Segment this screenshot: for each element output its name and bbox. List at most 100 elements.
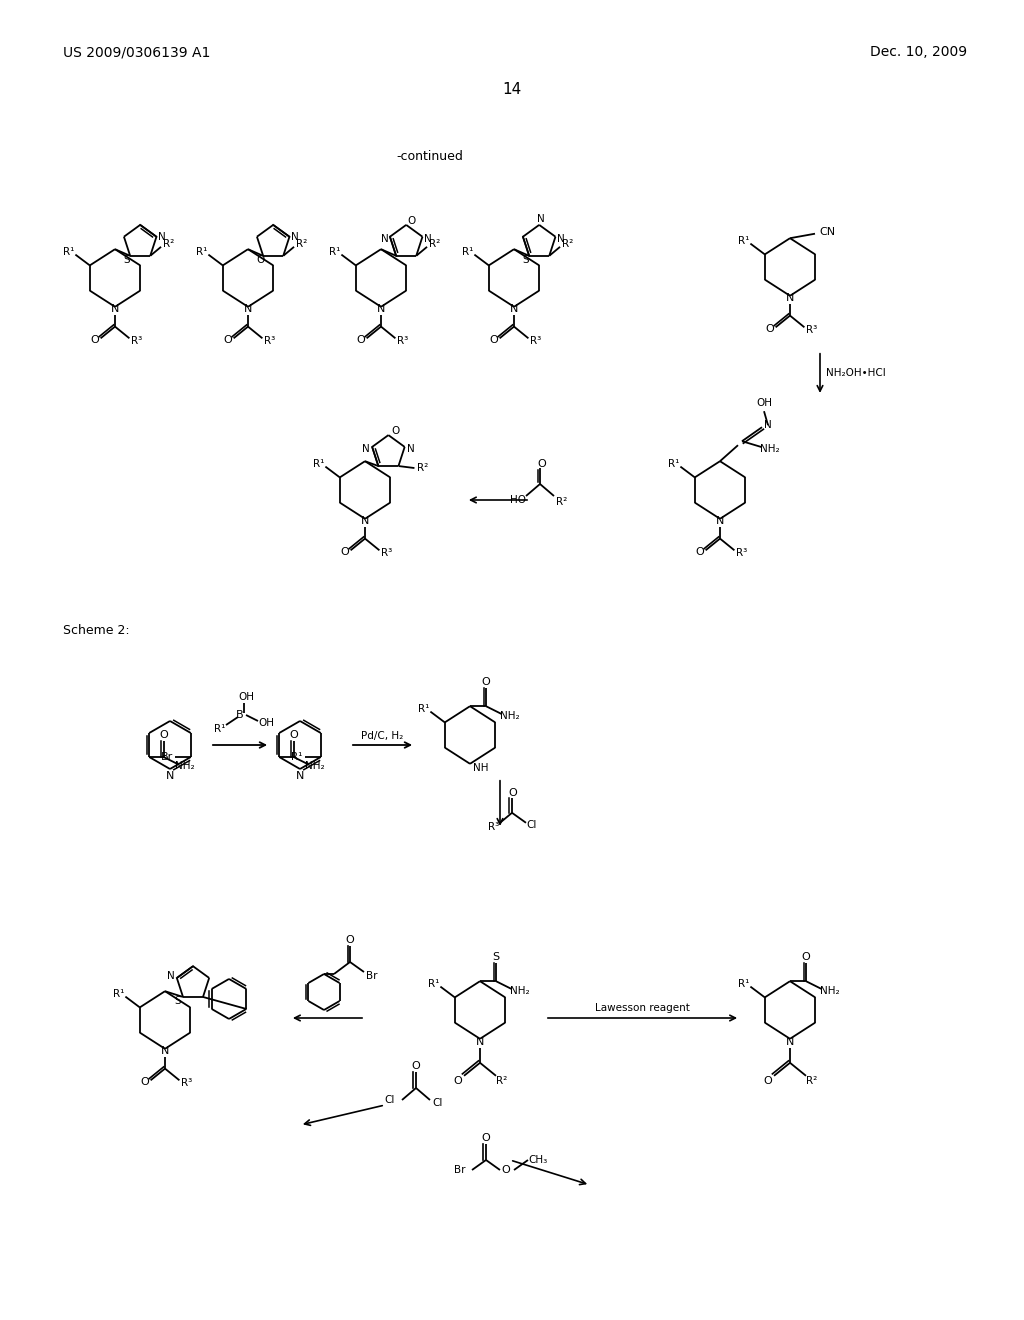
Text: CN: CN	[819, 227, 835, 236]
Text: R²: R²	[163, 239, 174, 249]
Text: N: N	[476, 1036, 484, 1047]
Text: B: B	[237, 710, 244, 719]
Text: N: N	[785, 1036, 795, 1047]
Text: N: N	[785, 293, 795, 302]
Text: N: N	[538, 214, 545, 224]
Text: O: O	[340, 546, 349, 557]
Text: O: O	[508, 788, 517, 797]
Text: O: O	[454, 1076, 463, 1086]
Text: O: O	[764, 1076, 772, 1086]
Text: N: N	[244, 304, 252, 314]
Text: O: O	[802, 952, 810, 962]
Text: O: O	[481, 677, 490, 688]
Text: NH₂: NH₂	[760, 445, 780, 454]
Text: O: O	[488, 335, 498, 345]
Text: O: O	[223, 335, 231, 345]
Text: O: O	[256, 255, 264, 265]
Text: US 2009/0306139 A1: US 2009/0306139 A1	[63, 45, 210, 59]
Text: O: O	[538, 459, 547, 469]
Text: Br: Br	[455, 1166, 466, 1175]
Text: Cl: Cl	[385, 1096, 395, 1105]
Text: O: O	[408, 216, 416, 226]
Text: O: O	[346, 935, 354, 945]
Text: R¹: R¹	[62, 247, 74, 257]
Text: R¹: R¹	[329, 247, 340, 257]
Text: Br: Br	[367, 972, 378, 981]
Text: NH₂: NH₂	[820, 986, 840, 997]
Text: R¹: R¹	[737, 236, 749, 246]
Text: R³: R³	[381, 548, 392, 558]
Text: O: O	[481, 1133, 490, 1143]
Text: N: N	[296, 771, 304, 781]
Text: R³: R³	[397, 337, 409, 346]
Text: R²: R²	[296, 239, 307, 249]
Text: O: O	[502, 1166, 510, 1175]
Text: Scheme 2:: Scheme 2:	[63, 623, 130, 636]
Text: N: N	[360, 516, 370, 525]
Text: R²: R²	[429, 239, 440, 249]
Text: Cl: Cl	[433, 1098, 443, 1107]
Text: R¹: R¹	[668, 459, 679, 469]
Text: R³: R³	[806, 325, 817, 335]
Text: O: O	[90, 335, 98, 345]
Text: Br: Br	[161, 752, 173, 762]
Text: R¹: R¹	[113, 989, 124, 999]
Text: N: N	[424, 234, 431, 244]
Text: N: N	[158, 232, 165, 242]
Text: Pd/C, H₂: Pd/C, H₂	[361, 731, 403, 741]
Text: S: S	[175, 997, 181, 1006]
Text: R²: R²	[561, 239, 572, 249]
Text: O: O	[160, 730, 168, 741]
Text: R¹: R¹	[291, 752, 302, 762]
Text: S: S	[124, 255, 130, 265]
Text: OH: OH	[756, 399, 772, 408]
Text: R¹: R¹	[312, 459, 324, 469]
Text: R¹: R¹	[427, 979, 439, 989]
Text: OH: OH	[238, 692, 254, 702]
Text: O: O	[356, 335, 365, 345]
Text: O: O	[412, 1061, 421, 1071]
Text: N: N	[111, 304, 119, 314]
Text: O: O	[765, 325, 774, 334]
Text: HO: HO	[510, 495, 526, 506]
Text: NH₂: NH₂	[305, 762, 325, 771]
Text: N: N	[377, 304, 385, 314]
Text: N: N	[291, 232, 298, 242]
Text: R¹: R¹	[196, 247, 207, 257]
Text: R¹: R¹	[462, 247, 473, 257]
Text: N: N	[557, 234, 564, 244]
Text: N: N	[167, 972, 175, 981]
Text: Lawesson reagent: Lawesson reagent	[595, 1003, 690, 1012]
Text: R²: R²	[556, 498, 567, 507]
Text: N: N	[381, 234, 389, 244]
Text: CH₃: CH₃	[528, 1155, 548, 1166]
Text: R¹: R¹	[214, 723, 225, 734]
Text: R³: R³	[530, 337, 542, 346]
Text: R²: R²	[417, 463, 428, 473]
Text: R³: R³	[488, 822, 500, 832]
Text: O: O	[695, 546, 703, 557]
Text: N: N	[166, 771, 174, 781]
Text: Cl: Cl	[526, 820, 538, 830]
Text: NH₂: NH₂	[500, 711, 520, 721]
Text: NH: NH	[473, 763, 488, 772]
Text: 14: 14	[503, 82, 521, 98]
Text: R¹: R¹	[418, 704, 429, 714]
Text: N: N	[764, 420, 772, 430]
Text: N: N	[716, 516, 724, 525]
Text: R²: R²	[806, 1076, 817, 1086]
Text: O: O	[391, 426, 399, 436]
Text: NH₂OH•HCl: NH₂OH•HCl	[826, 368, 886, 379]
Text: NH₂: NH₂	[510, 986, 529, 997]
Text: -continued: -continued	[396, 150, 464, 164]
Text: R³: R³	[736, 548, 748, 558]
Text: Dec. 10, 2009: Dec. 10, 2009	[870, 45, 967, 59]
Text: N: N	[362, 444, 370, 454]
Text: N: N	[407, 444, 415, 454]
Text: N: N	[161, 1045, 169, 1056]
Text: S: S	[493, 952, 500, 962]
Text: NH₂: NH₂	[175, 762, 195, 771]
Text: R³: R³	[131, 337, 142, 346]
Text: R²: R²	[497, 1076, 508, 1086]
Text: OH: OH	[258, 718, 274, 729]
